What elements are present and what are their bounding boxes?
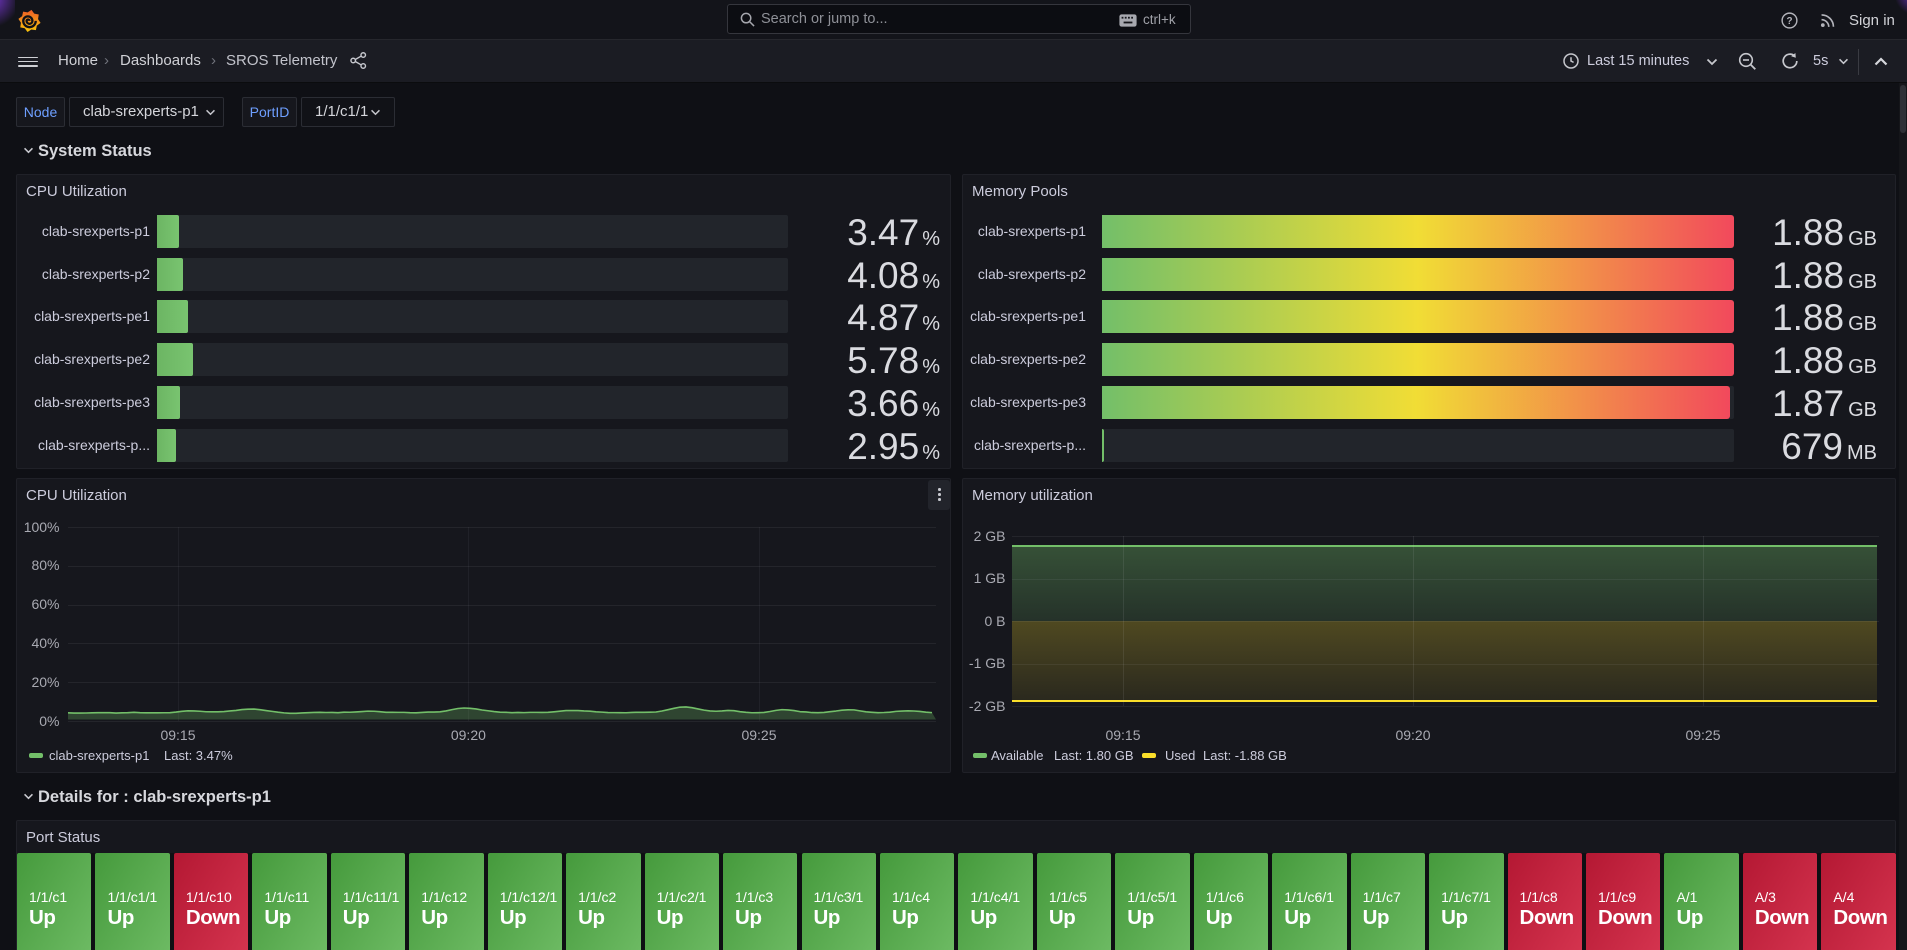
svg-text:?: ?: [1786, 16, 1792, 27]
